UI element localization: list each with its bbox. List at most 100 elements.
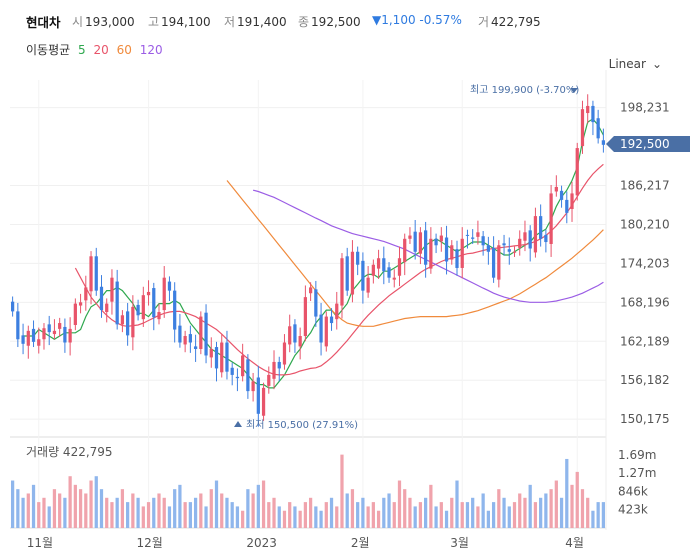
candle-body: [481, 236, 485, 246]
candle-body: [16, 311, 20, 340]
candle-body: [329, 316, 334, 324]
volume-tick-label: 1.27m: [618, 466, 656, 480]
candle-body: [523, 232, 527, 241]
volume-bar: [288, 502, 292, 528]
candle-body: [528, 230, 532, 249]
low-annotation: 최저 150,500 (27.91%): [246, 419, 358, 431]
volume-bar: [126, 502, 130, 528]
price-tag-shape: [606, 136, 690, 152]
candle-body: [251, 381, 255, 392]
volume-bar: [42, 497, 46, 528]
ma-legend-20[interactable]: 20: [93, 43, 109, 57]
candle-body: [178, 325, 182, 343]
ma-legend: 이동평균 5 20 60 120: [26, 41, 167, 58]
close-quote: 종 192,500: [298, 13, 361, 30]
candle-body: [110, 277, 114, 302]
candle-body: [37, 339, 41, 346]
volume-bar: [282, 510, 287, 528]
candle-body: [403, 238, 407, 263]
volume-bar: [486, 510, 490, 528]
volume-bar: [261, 480, 266, 528]
ma-legend-120[interactable]: 120: [139, 43, 163, 57]
volume-bar: [324, 502, 328, 528]
chevron-down-icon: ⌄: [651, 57, 662, 71]
candle-body: [131, 306, 135, 338]
price-tick-label: 150,175: [620, 412, 670, 426]
candle-body: [10, 301, 15, 312]
candle-body: [209, 348, 213, 358]
volume-bar: [199, 493, 203, 528]
volume-bar: [533, 502, 538, 528]
candle-body: [58, 323, 62, 329]
candle-body: [533, 216, 538, 253]
volume-bar: [424, 497, 428, 528]
volume-bar: [120, 489, 125, 528]
high-value: 194,100: [161, 15, 211, 29]
volume-bar: [131, 493, 135, 528]
volume-bar: [591, 510, 595, 528]
candle-body: [78, 302, 83, 306]
candle-body: [497, 245, 501, 280]
candle-body: [418, 232, 423, 254]
candle-body: [188, 334, 192, 343]
volume-bar: [308, 497, 313, 528]
candle-body: [235, 376, 240, 379]
candle-body: [434, 238, 438, 246]
time-tick-label: 2023: [246, 536, 277, 550]
volume-bar: [539, 497, 543, 528]
candle-body: [387, 267, 391, 278]
volume-bar: [251, 493, 255, 528]
ma-line-20: [74, 163, 604, 376]
candle-body: [157, 312, 161, 320]
candle-body: [193, 346, 198, 349]
candle-body: [272, 361, 276, 379]
candle-body: [580, 109, 585, 147]
ma-legend-60[interactable]: 60: [116, 43, 132, 57]
time-tick-label: 4월: [565, 536, 584, 550]
candle-body: [199, 316, 203, 349]
candle-body: [21, 335, 25, 344]
ma-legend-5[interactable]: 5: [78, 43, 86, 57]
candle-body: [549, 193, 553, 244]
volume-bar: [371, 502, 375, 528]
candle-body: [52, 330, 57, 335]
price-tick-label: 198,231: [620, 101, 670, 115]
candle-body: [230, 367, 234, 375]
candle-body: [146, 291, 151, 296]
grid: [10, 70, 607, 530]
volume-bar: [58, 493, 62, 528]
volume-bar: [146, 502, 151, 528]
candle-body: [591, 105, 595, 123]
candle-body: [340, 258, 344, 306]
volume-bar: [387, 493, 391, 528]
volume-bar: [21, 497, 25, 528]
volume-tick-label: 846k: [618, 484, 648, 498]
volume-bar: [350, 489, 355, 528]
volume-bar: [340, 454, 344, 528]
volume-bar: [10, 480, 15, 528]
volume-bar: [361, 497, 365, 528]
candle-body: [345, 256, 349, 291]
current-price-tag: 192,500: [606, 136, 690, 152]
scale-dropdown[interactable]: Linear ⌄: [609, 57, 662, 71]
volume-bar: [465, 502, 470, 528]
volume-bar: [429, 484, 433, 528]
high-label: 고: [148, 15, 160, 29]
time-tick-label: 11월: [27, 536, 53, 550]
volume-bar: [178, 484, 182, 528]
high-marker-icon: [570, 88, 578, 93]
volume-bar: [376, 510, 381, 528]
quote-header: 현대차 시 193,000 고 194,100 저 191,400 종 192,500 …: [0, 0, 698, 52]
candle-body: [361, 260, 365, 291]
candle-body: [512, 251, 517, 253]
volume-bar: [450, 497, 454, 528]
candle-body: [277, 361, 281, 369]
volume-bar: [502, 497, 506, 528]
volume-bar: [497, 489, 501, 528]
candle-body: [162, 277, 166, 311]
candle-body: [408, 235, 412, 239]
volume-bar: [580, 489, 585, 528]
volume-bar: [188, 502, 192, 528]
candle-body: [73, 303, 77, 325]
